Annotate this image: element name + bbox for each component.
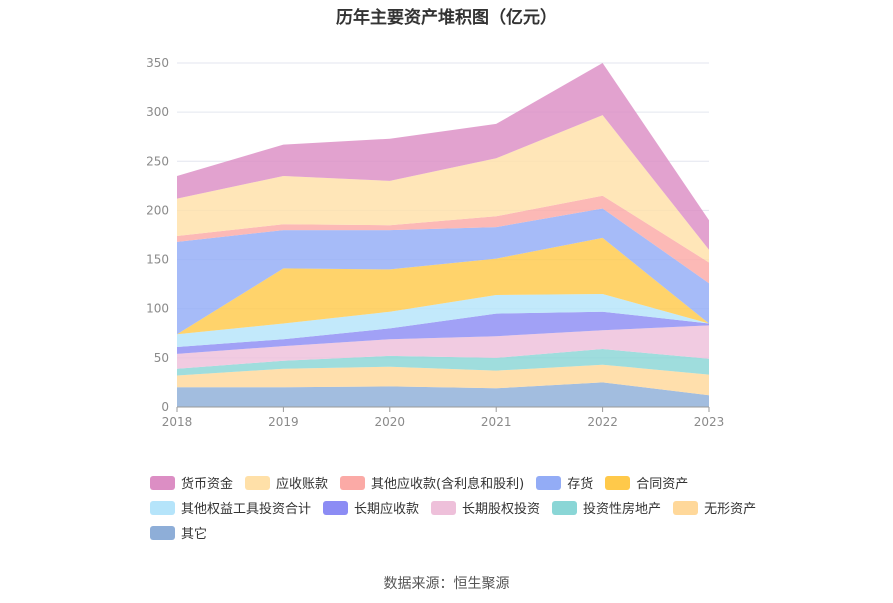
legend-label: 货币资金	[181, 477, 234, 492]
legend-swatch	[150, 475, 175, 490]
legend-row: 货币资金 应收账款 其他应收款(含利息和股利) 存货 合同资产	[150, 470, 790, 495]
legend-label: 长期股权投资	[462, 502, 541, 517]
legend-item[interactable]: 无形资产	[673, 498, 756, 517]
legend-item[interactable]: 长期股权投资	[431, 498, 540, 517]
x-tick-label: 2020	[375, 415, 406, 429]
chart-title: 历年主要资产堆积图（亿元）	[336, 8, 557, 28]
legend-label: 其他应收款(含利息和股利)	[371, 477, 525, 492]
legend-swatch	[605, 475, 631, 490]
legend-item[interactable]: 货币资金	[150, 473, 233, 492]
y-tick-label: 300	[146, 105, 169, 119]
y-tick-label: 50	[154, 351, 169, 365]
area-货币资金	[177, 63, 709, 250]
x-tick-label: 2018	[162, 415, 193, 429]
x-axis: 2018 2019 2020 2021 2022 2023	[162, 406, 725, 429]
legend-item[interactable]: 其他权益工具投资合计	[150, 498, 311, 517]
x-tick-label: 2019	[268, 415, 299, 429]
legend-swatch	[323, 500, 349, 515]
area-其它	[177, 382, 709, 407]
x-tick-label: 2022	[587, 415, 618, 429]
legend-label: 无形资产	[704, 502, 757, 517]
legend-item[interactable]: 存货	[536, 473, 593, 492]
area-其他权益工具投资合计	[177, 294, 709, 347]
legend-label: 长期应收款	[354, 502, 420, 517]
legend-label: 其他权益工具投资合计	[181, 502, 312, 517]
area-长期应收款	[177, 311, 709, 354]
legend-label: 应收账款	[276, 477, 329, 492]
y-tick-label: 350	[146, 56, 169, 70]
legend-swatch	[150, 500, 175, 515]
y-tick-label: 150	[146, 253, 169, 267]
area-长期股权投资	[177, 325, 709, 369]
y-tick-label: 0	[161, 400, 169, 414]
legend-label: 存货	[567, 477, 594, 492]
legend-swatch	[340, 475, 366, 490]
area-无形资产	[177, 364, 709, 396]
legend-item[interactable]: 其它	[150, 523, 207, 542]
area-存货	[177, 208, 709, 335]
stacked-area-chart: 2018 2019 2020 2021 2022 2023 0 50 100 150 200 250…	[146, 56, 725, 429]
y-tick-label: 200	[146, 203, 169, 217]
legend-label: 其它	[181, 527, 208, 542]
area-应收账款	[177, 115, 709, 263]
legend: 货币资金 应收账款 其他应收款(含利息和股利) 存货 合同资产 其他权益工具投资合计 长期…	[150, 470, 790, 545]
legend-row: 其他权益工具投资合计 长期应收款 长期股权投资 投资性房地产 无形资产	[150, 495, 790, 520]
legend-swatch	[431, 500, 457, 515]
source-note: 数据来源：恒生聚源	[383, 576, 510, 592]
legend-item[interactable]: 长期应收款	[323, 498, 419, 517]
area-投资性房地产	[177, 349, 709, 376]
legend-item[interactable]: 合同资产	[605, 473, 688, 492]
legend-item[interactable]: 其他应收款(含利息和股利)	[340, 473, 524, 492]
legend-swatch	[536, 475, 562, 490]
legend-item[interactable]: 投资性房地产	[552, 498, 661, 517]
legend-row: 其它	[150, 520, 790, 545]
y-axis: 0 50 100 150 200 250 300 350	[146, 56, 169, 414]
legend-item[interactable]: 应收账款	[245, 473, 328, 492]
legend-swatch	[673, 500, 699, 515]
legend-swatch	[552, 500, 578, 515]
x-tick-label: 2021	[481, 415, 512, 429]
legend-label: 合同资产	[636, 477, 689, 492]
y-tick-label: 100	[146, 302, 169, 316]
area-series	[177, 63, 709, 407]
x-tick-label: 2023	[694, 415, 725, 429]
legend-label: 投资性房地产	[583, 502, 662, 517]
y-tick-label: 250	[146, 154, 169, 168]
legend-swatch	[150, 525, 175, 540]
area-合同资产	[177, 237, 709, 335]
legend-swatch	[245, 475, 271, 490]
